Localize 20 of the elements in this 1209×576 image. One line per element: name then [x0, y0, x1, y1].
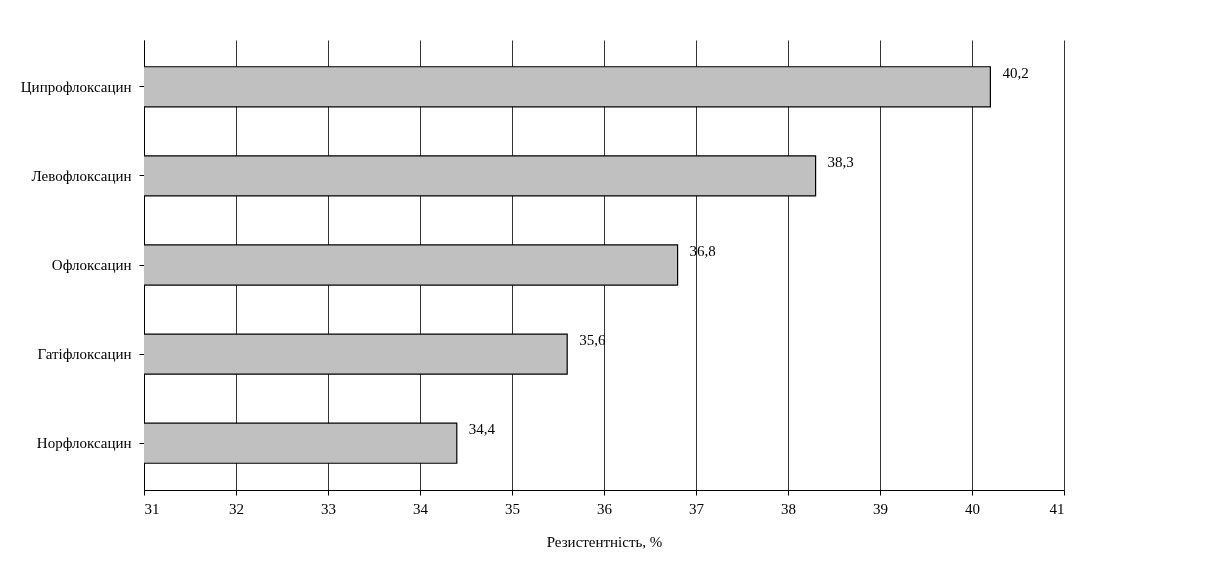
x-tick-label: 39 [873, 500, 888, 517]
x-axis-title: Резистентність, % [546, 533, 663, 550]
x-tick-label: 34 [413, 500, 429, 517]
y-tick-label: Норфлоксацин [36, 435, 132, 452]
x-tick-label: 36 [597, 500, 613, 517]
x-tick-label: 40 [965, 500, 980, 517]
x-tick-label: 35 [505, 500, 520, 517]
y-tick-label: Левофлоксацин [31, 167, 132, 184]
x-tick-label: 41 [1049, 500, 1065, 517]
y-tick-label: Ципрофлоксацин [20, 78, 132, 95]
y-tick-label: Гатіфлоксацин [37, 346, 132, 363]
data-label: 40,2 [1002, 64, 1029, 81]
x-tick-label: 37 [689, 500, 705, 517]
data-label: 34,4 [468, 421, 496, 438]
y-tick-label: Офлоксацин [51, 257, 132, 273]
x-tick-label: 32 [229, 500, 244, 517]
data-label: 38,3 [827, 153, 854, 170]
x-tick-label: 31 [144, 500, 160, 517]
x-tick-label: 33 [321, 500, 336, 517]
x-tick-label: 38 [781, 500, 796, 517]
